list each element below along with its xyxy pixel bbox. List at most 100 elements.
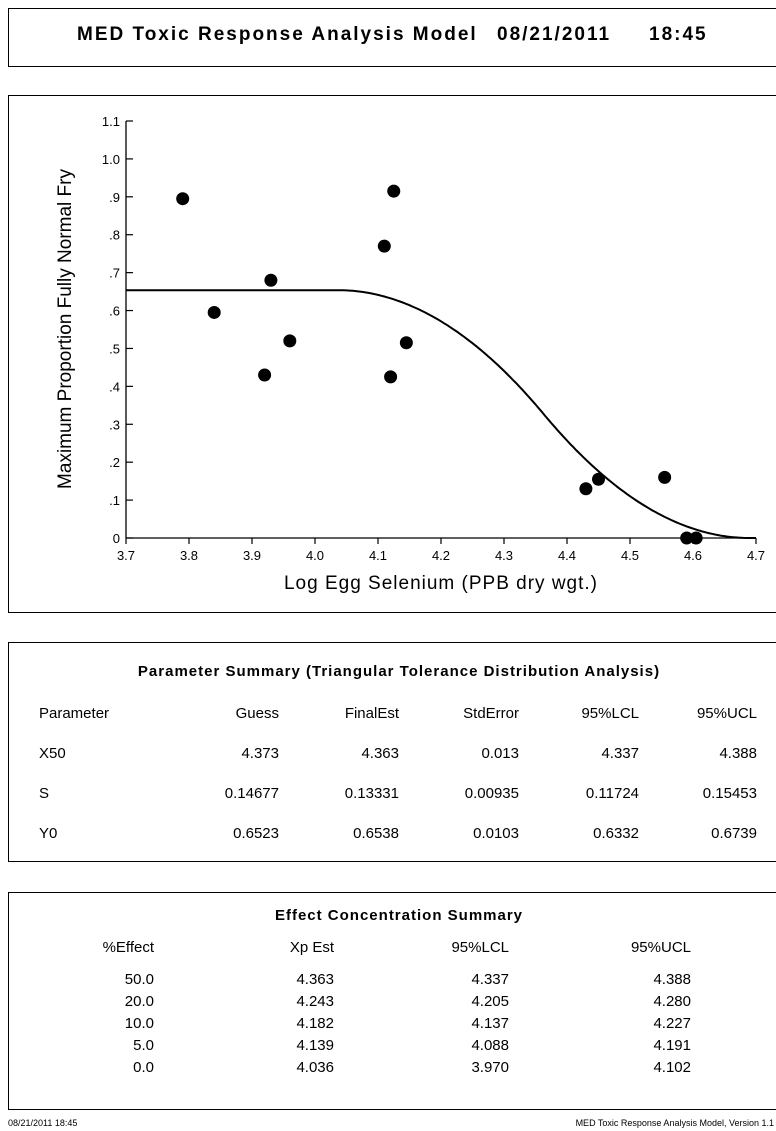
data-point	[377, 239, 391, 253]
effect-cell: 4.337	[471, 971, 509, 988]
effect-cell: 4.280	[653, 993, 691, 1010]
y-tick-label: .9	[109, 190, 120, 205]
fitted-curve	[126, 289, 756, 539]
effect-summary-panel: Effect Concentration Summary %Effect Xp E…	[8, 892, 776, 1110]
effect-cell: 10.0	[124, 1015, 154, 1032]
param-cell: 0.15453	[702, 785, 757, 802]
report-title: MED Toxic Response Analysis Model	[77, 24, 478, 45]
param-cell: 4.363	[361, 745, 399, 762]
param-header-cell: 95%UCL	[696, 705, 757, 722]
y-tick-label: .7	[109, 266, 120, 281]
y-tick-label: .3	[109, 417, 120, 432]
x-tick-label: 4.1	[369, 548, 387, 563]
data-point	[579, 482, 593, 496]
effect-cell: 4.191	[653, 1037, 691, 1054]
param-cell: 0.13331	[344, 785, 399, 802]
data-point	[658, 470, 672, 484]
data-point	[176, 192, 190, 206]
param-cell: S	[39, 785, 50, 802]
x-tick-label: 4.6	[684, 548, 702, 563]
x-tick-label: 3.8	[180, 548, 198, 563]
chart-panel: 3.7 3.8 3.9 4.0 4.1 4.2 4.3 4.4 4.5 4.6 4.7 0 .1 .2.…	[8, 95, 776, 613]
param-cell: 0.6523	[233, 825, 279, 842]
effect-header-cell: %Effect	[102, 939, 154, 956]
data-point	[689, 531, 703, 545]
param-cell: X50	[39, 745, 66, 762]
effect-cell: 3.970	[471, 1059, 509, 1076]
y-tick-label: .5	[109, 341, 120, 356]
effect-cell: 4.036	[296, 1059, 334, 1076]
footer-version: MED Toxic Response Analysis Model, Versi…	[575, 1118, 774, 1128]
y-tick-label: 0	[113, 531, 120, 546]
param-header-cell: Parameter	[39, 705, 110, 722]
effect-cell: 4.137	[471, 1015, 509, 1032]
y-tick-label: .8	[109, 228, 120, 243]
param-header-cell: StdError	[463, 705, 519, 722]
effect-cell: 4.088	[471, 1037, 509, 1054]
x-tick-label: 4.4	[558, 548, 576, 563]
effect-cell: 4.205	[471, 993, 509, 1010]
y-tick-label: .4	[109, 379, 120, 394]
data-point	[207, 305, 221, 319]
param-cell: 4.337	[601, 745, 639, 762]
param-cell: Y0	[39, 825, 58, 842]
effect-cell: 4.182	[296, 1015, 334, 1032]
param-cell: 0.14677	[224, 785, 279, 802]
param-cell: 0.6332	[593, 825, 639, 842]
x-tick-label: 4.2	[432, 548, 450, 563]
param-cell: 0.6538	[353, 825, 399, 842]
header-panel: MED Toxic Response Analysis Model 08/21/…	[8, 8, 776, 67]
effect-cell: 4.139	[296, 1037, 334, 1054]
y-axis-label: Maximum Proportion Fully Normal Fry	[55, 169, 76, 489]
param-cell: 0.0103	[473, 825, 519, 842]
report-time: 18:45	[649, 24, 708, 45]
y-tick-label: 1.1	[102, 114, 120, 129]
parameter-summary-panel: Parameter Summary (Triangular Tolerance …	[8, 642, 776, 862]
effect-cell: 20.0	[124, 993, 154, 1010]
footer-timestamp: 08/21/2011 18:45	[8, 1118, 78, 1128]
effect-cell: 5.0	[133, 1037, 154, 1054]
report-date: 08/21/2011	[497, 24, 612, 45]
param-header-cell: FinalEst	[344, 705, 399, 722]
effect-cell: 4.227	[653, 1015, 691, 1032]
scatter-chart: 3.7 3.8 3.9 4.0 4.1 4.2 4.3 4.4 4.5 4.6 4.7 0 .1 .2.…	[55, 114, 765, 594]
x-tick-label: 4.7	[747, 548, 765, 563]
data-point	[258, 368, 272, 382]
data-point	[384, 370, 398, 384]
y-tick-label: .1	[109, 493, 120, 508]
param-cell: 0.11724	[585, 785, 639, 802]
x-tick-label: 4.5	[621, 548, 639, 563]
x-tick-label: 3.7	[117, 548, 135, 563]
param-header-cell: Guess	[235, 705, 279, 722]
effect-summary-title: Effect Concentration Summary	[274, 907, 524, 924]
data-point	[680, 531, 694, 545]
data-point	[264, 273, 278, 287]
y-tick-label: 1.0	[102, 152, 120, 167]
x-tick-label: 4.3	[495, 548, 513, 563]
param-cell: 0.00935	[464, 785, 519, 802]
parameter-summary-title: Parameter Summary (Triangular Tolerance …	[137, 663, 661, 680]
effect-cell: 4.363	[296, 971, 334, 988]
effect-header-cell: 95%LCL	[451, 939, 509, 956]
y-tick-label: .6	[109, 304, 120, 319]
data-point	[592, 472, 605, 486]
y-tick-label: .2	[109, 455, 120, 470]
param-cell: 4.388	[719, 745, 757, 762]
effect-header-cell: 95%UCL	[630, 939, 691, 956]
param-header-cell: 95%LCL	[581, 705, 639, 722]
param-cell: 0.013	[481, 745, 519, 762]
effect-cell: 4.388	[653, 971, 691, 988]
data-point	[399, 336, 413, 350]
x-axis-label: Log Egg Selenium (PPB dry wgt.)	[284, 573, 598, 594]
data-point	[387, 184, 401, 198]
param-cell: 4.373	[241, 745, 279, 762]
data-point	[283, 334, 297, 348]
effect-header-cell: Xp Est	[289, 939, 334, 956]
x-tick-label: 3.9	[243, 548, 261, 563]
param-cell: 0.6739	[711, 825, 757, 842]
x-tick-label: 4.0	[306, 548, 324, 563]
effect-cell: 4.243	[296, 993, 334, 1010]
effect-cell: 0.0	[133, 1059, 154, 1076]
effect-cell: 4.102	[653, 1059, 691, 1076]
effect-cell: 50.0	[124, 971, 154, 988]
